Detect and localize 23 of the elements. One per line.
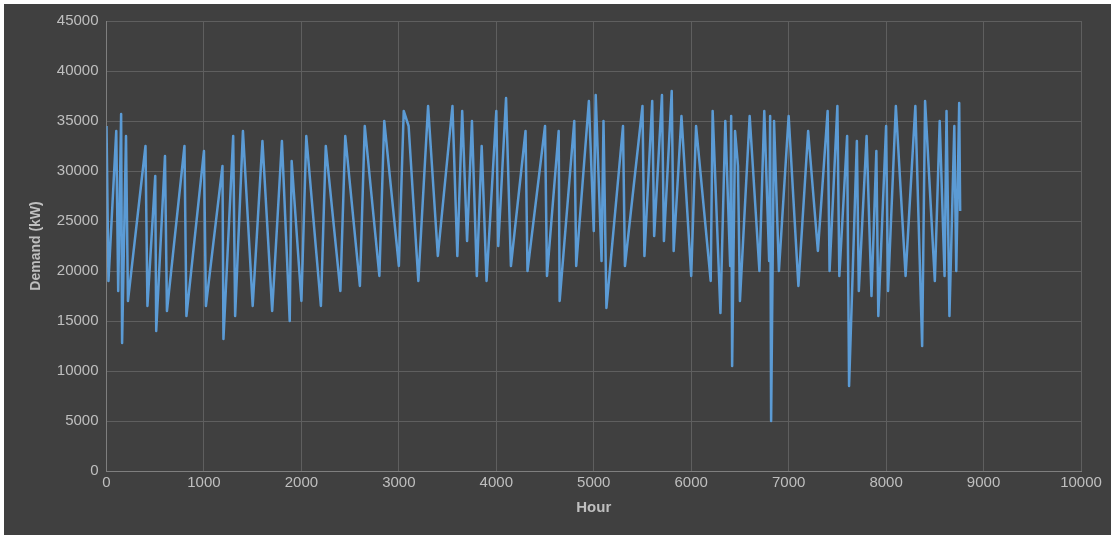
y-tick-label: 15000 xyxy=(56,311,99,329)
y-tick-label: 20000 xyxy=(56,261,99,279)
x-tick-label: 2000 xyxy=(284,473,319,491)
y-tick-label: 30000 xyxy=(56,161,99,179)
y-tick-label: 25000 xyxy=(56,211,99,229)
x-tick-label: 9000 xyxy=(966,473,1001,491)
x-tick-label: 3000 xyxy=(382,473,416,491)
y-tick-label: 0 xyxy=(90,461,99,479)
x-tick-label: 0 xyxy=(102,473,111,491)
x-axis-title: Hour xyxy=(576,498,612,516)
x-tick-label: 8000 xyxy=(869,473,903,491)
x-tick-label: 1000 xyxy=(187,473,221,491)
x-tick-label: 7000 xyxy=(771,473,806,491)
x-tick-label: 4000 xyxy=(479,473,513,491)
x-tick-label: 10000 xyxy=(1060,473,1102,491)
y-tick-label: 5000 xyxy=(65,411,99,429)
y-tick-label: 35000 xyxy=(56,111,99,129)
y-tick-label: 40000 xyxy=(56,61,99,79)
x-tick-label: 6000 xyxy=(674,473,708,491)
y-tick-label: 10000 xyxy=(56,361,99,379)
y-tick-label: 45000 xyxy=(56,11,99,29)
y-axis-title: Demand (kW) xyxy=(27,201,44,291)
x-tick-label: 5000 xyxy=(577,473,611,491)
